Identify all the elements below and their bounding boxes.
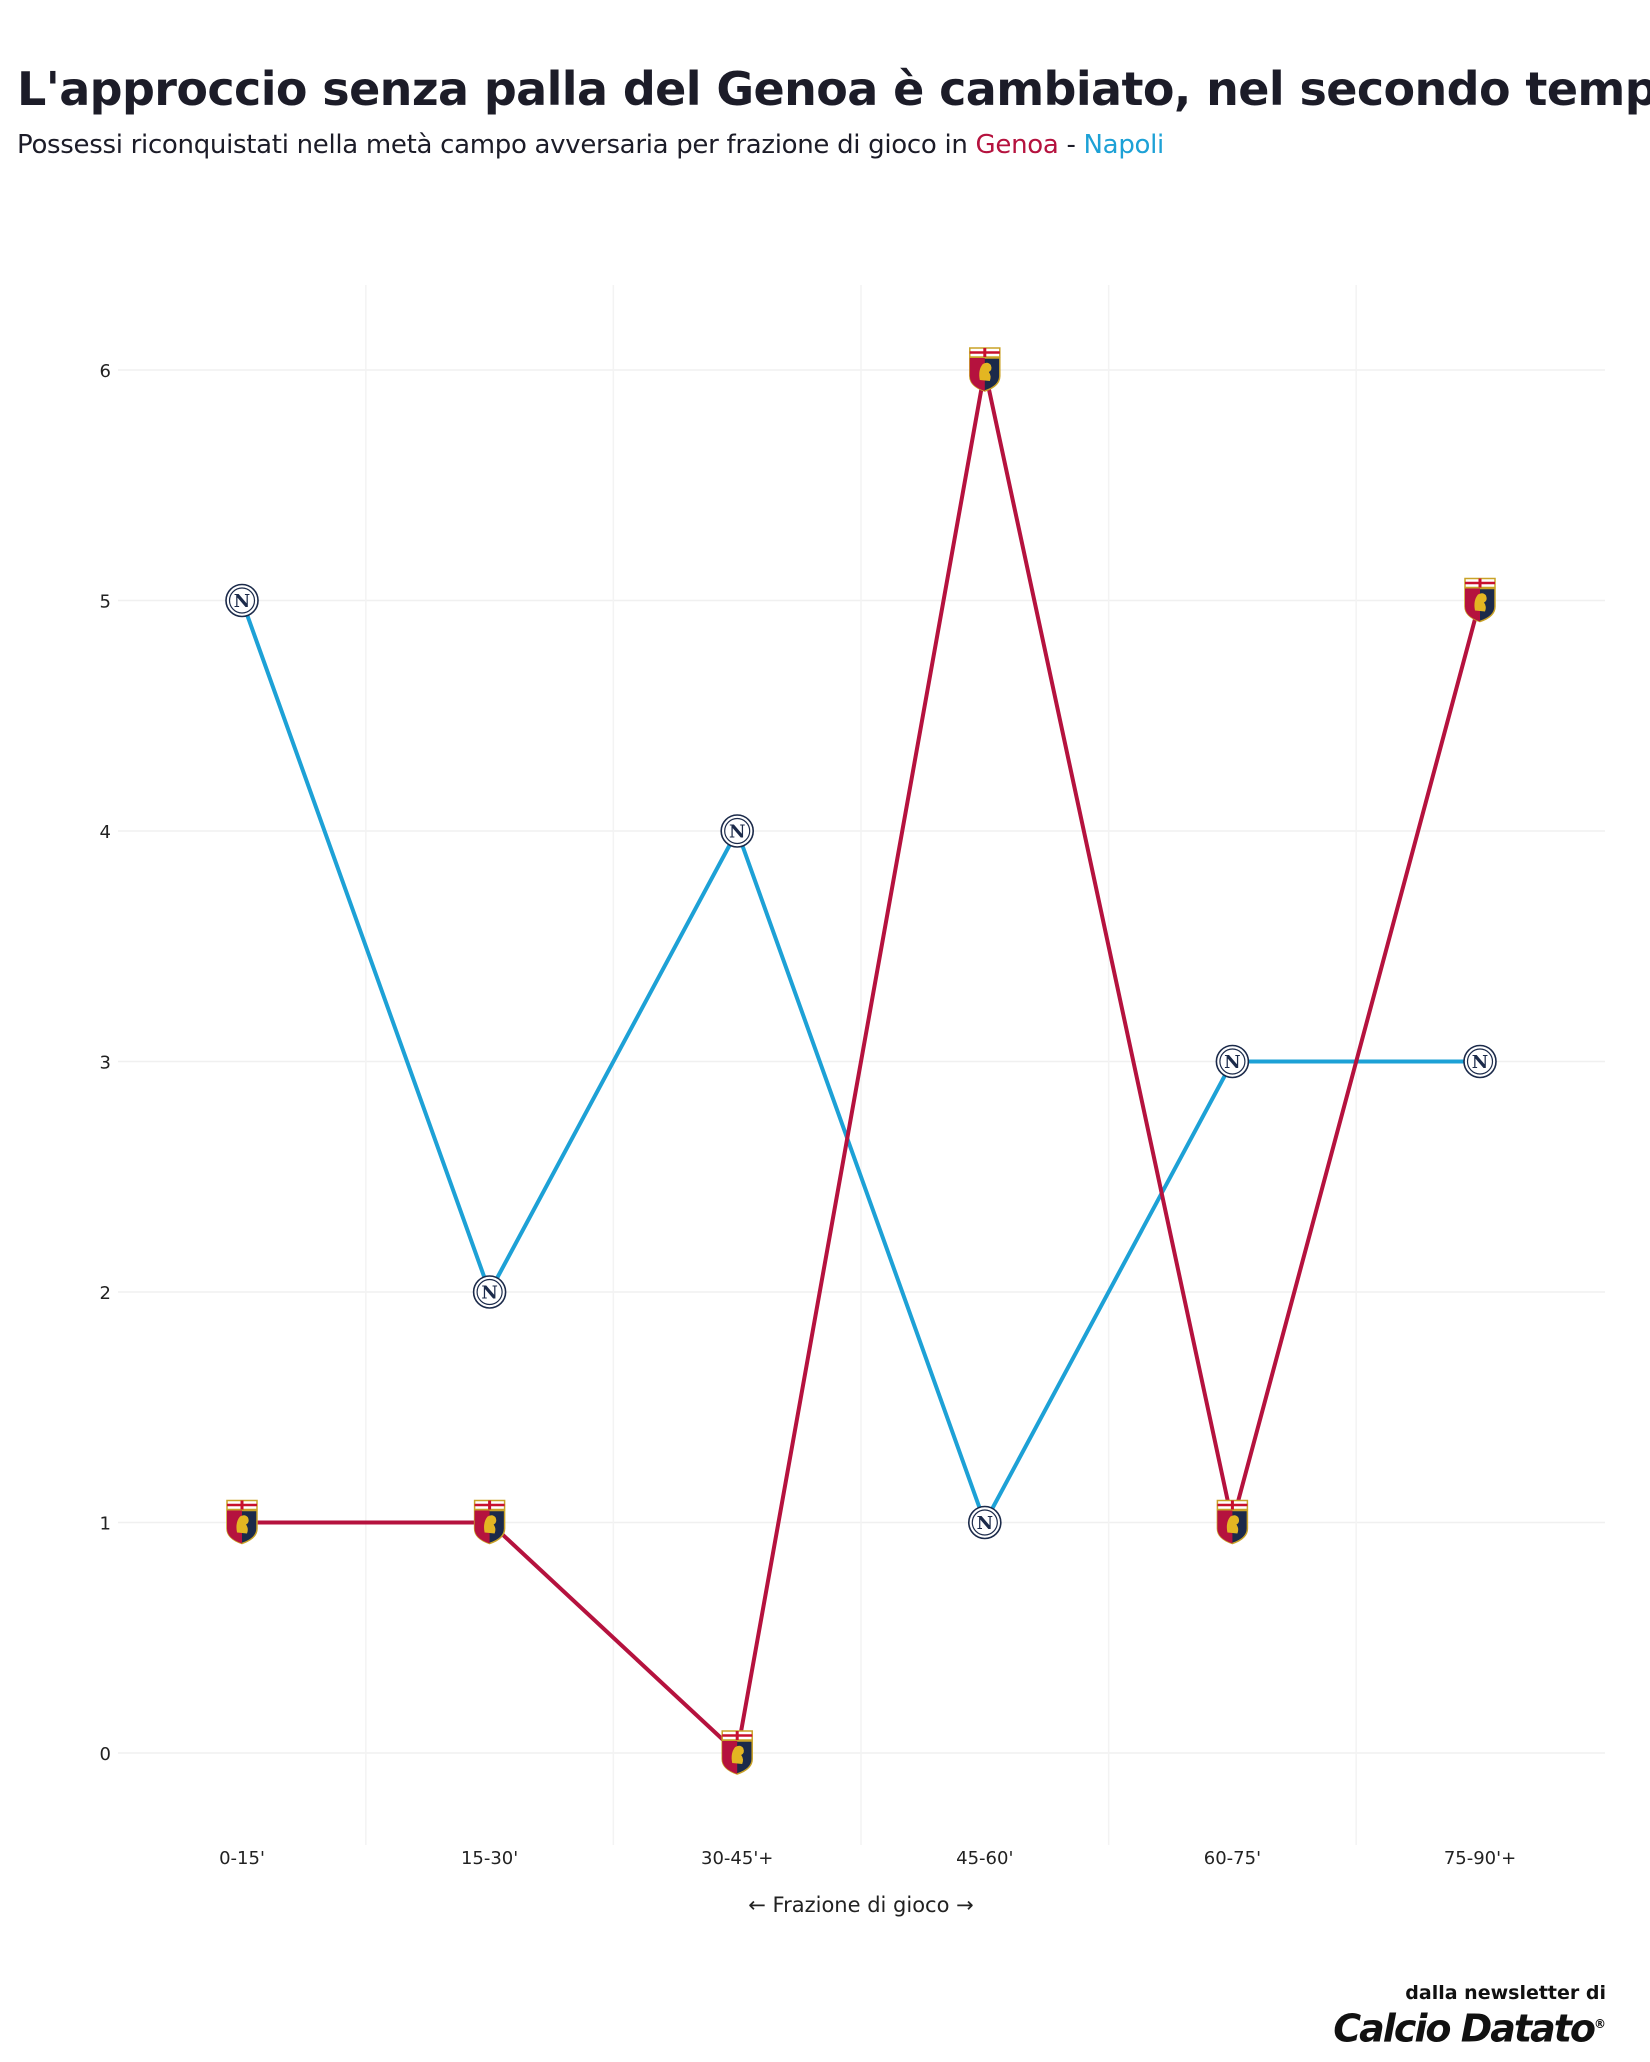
chart-subtitle: Possessi riconquistati nella metà campo …: [17, 130, 1164, 160]
y-tick-label: 6: [100, 361, 111, 382]
credit-mark: ®: [1594, 2017, 1606, 2031]
subtitle-team-genoa: Genoa: [975, 130, 1059, 160]
series-markers-genoa: [226, 347, 1496, 1775]
y-tick-label: 4: [100, 822, 111, 843]
y-tick-label: 2: [100, 1283, 111, 1304]
subtitle-prefix: Possessi riconquistati nella metà campo …: [17, 130, 976, 160]
svg-text:N: N: [1472, 1052, 1488, 1073]
x-tick-label: 75-90'+: [1444, 1848, 1516, 1869]
svg-text:N: N: [1224, 1052, 1240, 1073]
credit-block: dalla newsletter di Calcio Datato®: [1333, 1982, 1606, 2049]
credit-line: dalla newsletter di: [1405, 1982, 1606, 2004]
subtitle-team-napoli: Napoli: [1083, 130, 1165, 160]
chart-title: L'approccio senza palla del Genoa è camb…: [17, 62, 1650, 116]
svg-text:N: N: [481, 1283, 497, 1304]
y-tick-label: 3: [100, 1053, 111, 1074]
napoli-badge-icon: N: [720, 814, 755, 848]
svg-text:N: N: [729, 822, 745, 843]
series-line-genoa: [242, 368, 1482, 1755]
genoa-crest-icon: [473, 1499, 506, 1545]
calcio-datato-logo: Calcio Datato®: [1333, 2004, 1606, 2049]
svg-text:N: N: [977, 1513, 993, 1534]
napoli-badge-icon: N: [967, 1505, 1002, 1540]
x-axis-title: ← Frazione di gioco →: [748, 1893, 973, 1917]
y-tick-label: 1: [100, 1514, 111, 1535]
x-tick-label: 45-60': [956, 1848, 1013, 1869]
subtitle-separator: -: [1058, 130, 1084, 160]
napoli-badge-icon: N: [472, 1275, 507, 1309]
genoa-crest-icon: [1464, 577, 1496, 623]
genoa-crest-icon: [969, 347, 1001, 392]
credit-brand: Calcio Datato: [1333, 2006, 1596, 2051]
x-tick-label: 30-45'+: [701, 1848, 773, 1869]
series-markers-napoli: N N N N N N: [225, 583, 1497, 1540]
napoli-badge-icon: N: [1215, 1044, 1250, 1079]
series-line-napoli: [240, 599, 1480, 1525]
genoa-crest-icon: [226, 1499, 258, 1545]
svg-text:N: N: [234, 591, 250, 612]
x-tick-label: 60-75': [1204, 1848, 1261, 1869]
x-tick-label: 15-30': [461, 1848, 518, 1869]
napoli-badge-icon: N: [225, 583, 259, 618]
x-tick-label: 0-15': [219, 1848, 265, 1869]
y-tick-label: 0: [100, 1744, 111, 1765]
napoli-badge-icon: N: [1463, 1044, 1497, 1079]
genoa-crest-icon: [1216, 1499, 1249, 1545]
genoa-crest-icon: [721, 1730, 753, 1775]
y-tick-label: 5: [100, 592, 111, 613]
